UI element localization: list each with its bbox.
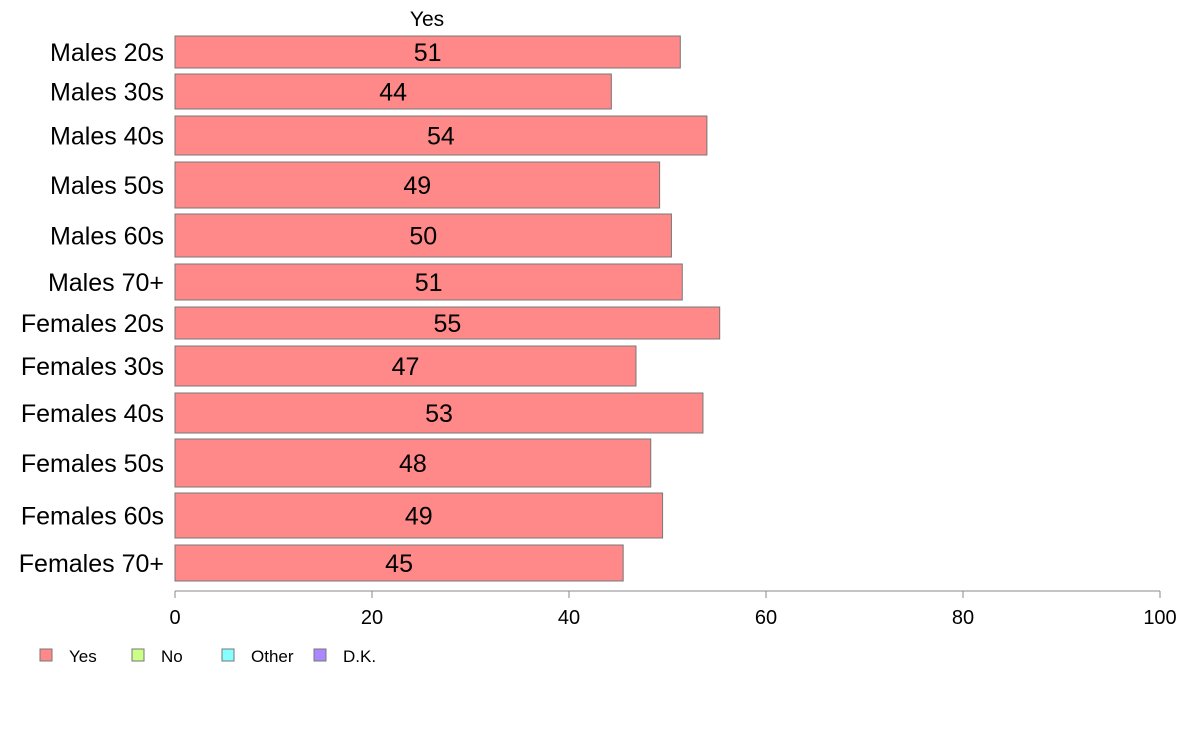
category-label: Females 20s <box>21 310 164 338</box>
category-label: Males 40s <box>50 123 164 151</box>
legend-label: Yes <box>69 647 97 666</box>
x-tick-label: 60 <box>755 607 777 629</box>
value-label: 48 <box>399 450 427 478</box>
value-label: 44 <box>379 79 407 107</box>
bar-females-50s <box>174 438 652 488</box>
bar-males-30s <box>174 73 612 110</box>
category-label: Males 50s <box>50 172 164 200</box>
value-label: 50 <box>409 223 437 251</box>
legend-swatch-no <box>131 648 145 662</box>
value-label: 49 <box>403 172 431 200</box>
x-tick-label: 80 <box>952 607 974 629</box>
value-label: 45 <box>385 550 413 578</box>
value-label: 55 <box>433 310 461 338</box>
value-label: 51 <box>414 39 442 67</box>
bar-females-30s <box>174 345 637 387</box>
segment-title: Yes <box>410 8 444 31</box>
x-tick-label: 0 <box>169 607 180 629</box>
bar-females-40s <box>174 392 704 434</box>
legend-label: Other <box>251 647 294 666</box>
category-label: Males 70+ <box>48 269 164 297</box>
bar-males-50s <box>174 161 661 209</box>
category-label: Females 70+ <box>19 550 164 578</box>
category-label: Females 60s <box>21 503 164 531</box>
bar-males-40s <box>174 115 708 156</box>
category-label: Females 40s <box>21 400 164 428</box>
category-label: Males 20s <box>50 39 164 67</box>
x-tick-label: 100 <box>1143 607 1176 629</box>
x-tick-label: 20 <box>361 607 383 629</box>
bar-females-70- <box>174 544 624 582</box>
category-label: Males 60s <box>50 223 164 251</box>
x-tick-label: 40 <box>558 607 580 629</box>
category-label: Males 30s <box>50 79 164 107</box>
legend-label: D.K. <box>343 647 376 666</box>
legend-swatch-yes <box>39 648 53 662</box>
value-label: 49 <box>405 503 433 531</box>
legend-label: No <box>161 647 183 666</box>
category-label: Females 50s <box>21 450 164 478</box>
value-label: 54 <box>427 123 455 151</box>
bar-males-20s <box>174 35 681 69</box>
legend-swatch-dk <box>313 648 327 662</box>
value-label: 47 <box>392 353 420 381</box>
bar-males-60s <box>174 213 672 258</box>
bar-females-60s <box>174 492 664 539</box>
value-label: 51 <box>415 269 443 297</box>
legend-swatch-other <box>221 648 235 662</box>
bar-females-20s <box>174 306 721 340</box>
category-label: Females 30s <box>21 353 164 381</box>
bar-males-70- <box>174 263 683 301</box>
value-label: 53 <box>425 400 453 428</box>
